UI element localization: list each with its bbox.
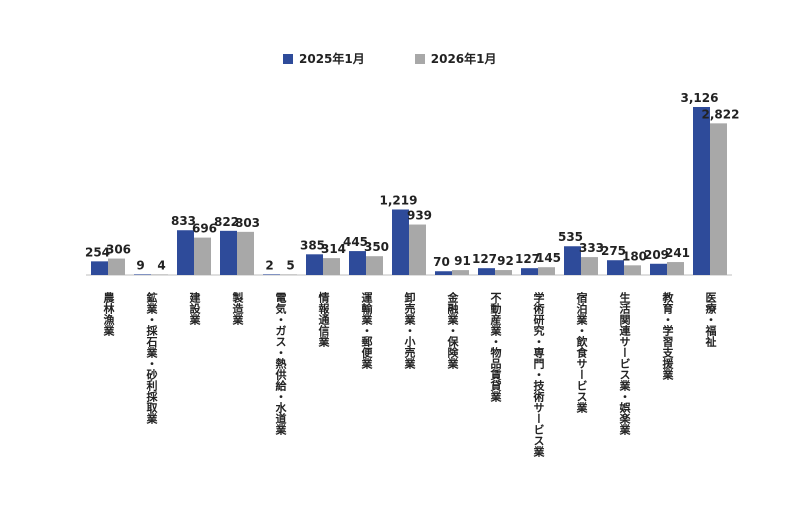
bar-2026-6 [366, 256, 383, 275]
category-label-3: 製造業 [231, 292, 244, 325]
data-label-2025-7: 1,219 [380, 193, 418, 207]
category-label-7: 卸売業・小売業 [403, 292, 416, 369]
data-label-2026-8: 91 [454, 254, 471, 268]
bar-2026-4 [280, 274, 297, 275]
legend-swatch-2026 [414, 53, 425, 64]
legend-label-2026: 2026年1月 [430, 52, 497, 66]
category-label-8: 金融業・保険業 [446, 292, 459, 369]
legend-swatch-2025 [283, 53, 293, 64]
category-label-9: 不動産業・物品賃貸業 [489, 292, 502, 402]
data-label-2026-9: 92 [497, 254, 514, 268]
bar-2025-11 [564, 246, 581, 275]
bar-2026-9 [495, 270, 512, 275]
data-label-2025-2: 833 [171, 214, 196, 228]
bar-2026-5 [323, 258, 340, 275]
data-label-2026-0: 306 [106, 243, 131, 257]
bar-2026-0 [108, 258, 125, 275]
data-label-2025-8: 70 [433, 255, 450, 269]
data-label-2026-6: 350 [364, 240, 389, 254]
data-label-2025-6: 445 [343, 235, 368, 249]
data-label-2026-11: 333 [579, 241, 604, 255]
data-label-2026-2: 696 [192, 222, 217, 236]
data-label-2026-13: 241 [665, 246, 690, 260]
data-label-2026-1: 4 [157, 258, 165, 272]
bar-2025-13 [650, 263, 667, 275]
bar-2026-11 [581, 257, 598, 275]
category-label-14: 医療・福祉 [704, 292, 717, 347]
data-label-2025-13: 209 [644, 248, 669, 262]
data-label-2026-12: 180 [622, 249, 647, 263]
data-label-2025-10: 127 [515, 252, 540, 266]
category-label-6: 運輸業・郵便業 [360, 292, 373, 369]
category-label-12: 生活関連サービス業・娯楽業 [618, 292, 631, 435]
bar-2025-6 [349, 251, 366, 275]
legend-label-2025: 2025年1月 [299, 52, 365, 66]
bar-2025-14 [693, 107, 710, 275]
bar-2026-10 [538, 267, 555, 275]
bar-2026-2 [194, 237, 211, 275]
data-label-2026-4: 5 [286, 258, 294, 272]
bar-2026-7 [409, 224, 426, 275]
bar-2025-9 [478, 268, 495, 275]
data-label-2026-10: 145 [536, 251, 561, 265]
legend-item-2026: 2026年1月 [414, 50, 497, 67]
data-label-2026-3: 803 [235, 216, 260, 230]
category-label-2: 建設業 [188, 292, 201, 325]
data-label-2025-12: 275 [601, 244, 626, 258]
bar-2026-8 [452, 270, 469, 275]
bar-2025-1 [134, 274, 151, 275]
bar-2025-0 [91, 261, 108, 275]
bar-2026-1 [151, 274, 168, 275]
category-label-0: 農林漁業 [102, 292, 115, 336]
bar-2025-12 [607, 260, 624, 275]
bar-2025-4 [263, 274, 280, 275]
data-label-2026-7: 939 [407, 209, 432, 223]
data-label-2026-5: 314 [321, 242, 346, 256]
data-label-2025-11: 535 [558, 230, 583, 244]
bar-2026-3 [237, 231, 254, 275]
data-label-2025-9: 127 [472, 252, 497, 266]
legend-item-2025: 2025年1月 [283, 50, 365, 67]
category-label-10: 学術研究・専門・技術サービス業 [532, 292, 545, 457]
bar-2025-7 [392, 209, 409, 275]
category-label-5: 情報通信業 [317, 292, 330, 347]
bar-2025-3 [220, 230, 237, 275]
bar-2025-2 [177, 230, 194, 275]
category-label-4: 電気・ガス・熱供給・水道業 [274, 292, 287, 435]
bar-2026-13 [667, 262, 684, 275]
data-label-2025-3: 822 [214, 215, 239, 229]
category-label-11: 宿泊業・飲食サービス業 [575, 292, 588, 413]
data-label-2025-5: 385 [300, 238, 325, 252]
data-label-2025-4: 2 [265, 258, 273, 272]
data-label-2025-14: 3,126 [681, 91, 719, 105]
data-label-2026-14: 2,822 [702, 107, 740, 121]
legend: 2025年1月 2026年1月 [283, 50, 497, 67]
bar-2026-12 [624, 265, 641, 275]
data-label-2025-0: 254 [85, 245, 110, 259]
category-label-1: 鉱業・採石業・砂利採取業 [145, 292, 158, 424]
category-label-13: 教育・学習支援業 [661, 292, 674, 380]
bar-2025-10 [521, 268, 538, 275]
data-label-2025-1: 9 [136, 258, 144, 272]
bar-2025-8 [435, 271, 452, 275]
bar-2025-5 [306, 254, 323, 275]
bar-2026-14 [710, 123, 727, 275]
